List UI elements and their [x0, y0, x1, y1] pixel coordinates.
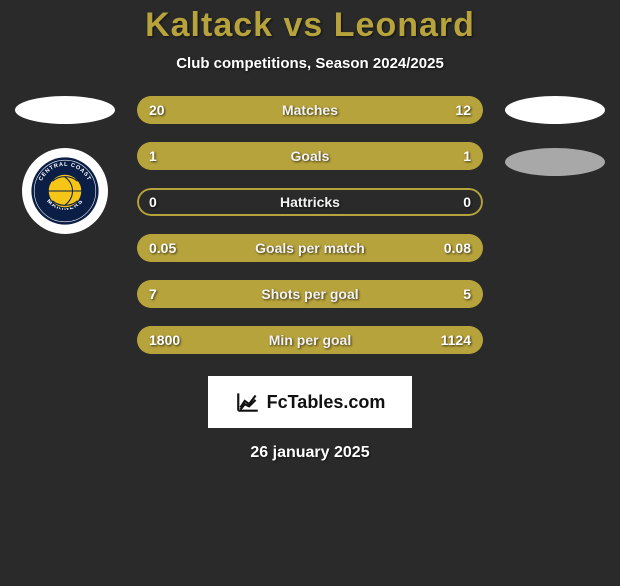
stat-value-left: 7 — [149, 286, 157, 302]
stat-label: Matches — [282, 102, 338, 118]
stat-bar: 1 1 Goals — [137, 142, 483, 170]
stat-bar: 7 5 Shots per goal — [137, 280, 483, 308]
brand-box[interactable]: FcTables.com — [208, 376, 412, 428]
stat-label: Shots per goal — [261, 286, 358, 302]
stat-label: Min per goal — [269, 332, 351, 348]
stat-value-left: 1800 — [149, 332, 180, 348]
stat-value-left: 20 — [149, 102, 165, 118]
stat-value-left: 0 — [149, 194, 157, 210]
club-badge-right-placeholder — [505, 148, 605, 176]
stats-bars: 20 12 Matches 1 1 Goals 0 0 Hattricks 0.05 0.08 Goa… — [137, 96, 483, 354]
stat-value-right: 0.08 — [444, 240, 471, 256]
stat-value-right: 1124 — [441, 332, 471, 348]
stat-value-right: 5 — [463, 286, 471, 302]
left-avatar-column: CENTRAL COAST MARINERS — [10, 96, 120, 234]
page-title: Kaltack vs Leonard — [0, 6, 620, 45]
stat-label: Goals per match — [255, 240, 365, 256]
stat-bar: 20 12 Matches — [137, 96, 483, 124]
stat-value-right: 0 — [463, 194, 471, 210]
stat-bar: 0 0 Hattricks — [137, 188, 483, 216]
player-left-avatar-placeholder — [15, 96, 115, 124]
bar-fill-right — [310, 142, 483, 170]
content-area: CENTRAL COAST MARINERS 20 12 Matches 1 1 Goal… — [0, 96, 620, 354]
mariners-crest-icon: CENTRAL COAST MARINERS — [30, 156, 100, 226]
bar-fill-right — [339, 280, 483, 308]
stat-value-right: 1 — [463, 148, 471, 164]
stat-value-left: 0.05 — [149, 240, 176, 256]
stat-value-right: 12 — [455, 102, 471, 118]
stat-value-left: 1 — [149, 148, 157, 164]
stat-label: Hattricks — [280, 194, 340, 210]
right-avatar-column — [500, 96, 610, 176]
player-right-avatar-placeholder — [505, 96, 605, 124]
stat-bar: 1800 1124 Min per goal — [137, 326, 483, 354]
footer-date: 26 january 2025 — [0, 444, 620, 462]
stat-bar: 0.05 0.08 Goals per match — [137, 234, 483, 262]
stat-label: Goals — [291, 148, 330, 164]
page-subtitle: Club competitions, Season 2024/2025 — [0, 55, 620, 72]
bar-fill-left — [137, 142, 310, 170]
club-badge-left: CENTRAL COAST MARINERS — [22, 148, 108, 234]
brand-text: FcTables.com — [267, 392, 386, 413]
chart-icon — [235, 389, 261, 415]
